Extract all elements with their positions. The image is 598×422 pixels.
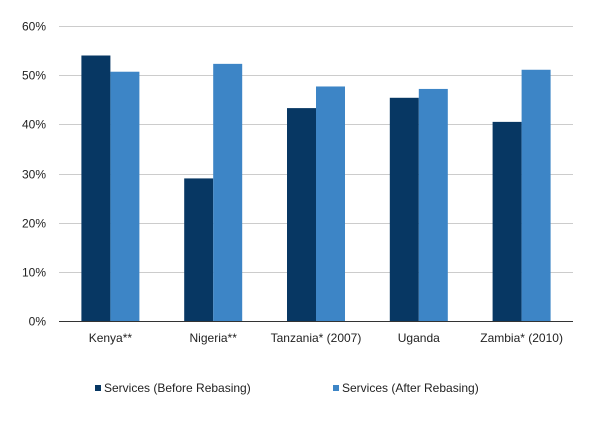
bar-after-rebasing: [521, 69, 551, 321]
y-tick-label: 30%: [22, 168, 46, 182]
bar-before-rebasing: [184, 178, 214, 321]
legend-label: Services (Before Rebasing): [104, 381, 251, 395]
y-tick-label: 60%: [22, 20, 46, 34]
y-tick-label: 10%: [22, 266, 46, 280]
y-tick-label: 40%: [22, 118, 46, 132]
bar-before-rebasing: [389, 97, 419, 322]
legend-swatch: [95, 385, 101, 391]
bar-before-rebasing: [287, 108, 316, 321]
y-tick-label: 20%: [22, 217, 46, 231]
bar-after-rebasing: [316, 86, 345, 321]
x-tick-label: Kenya**: [89, 331, 133, 345]
bar-before-rebasing: [81, 55, 111, 321]
bar-after-rebasing: [213, 63, 243, 321]
y-tick-label: 0%: [29, 315, 47, 329]
legend: Services (Before Rebasing) Services (Afte…: [95, 381, 479, 395]
legend-label: Services (After Rebasing): [342, 381, 479, 395]
x-axis-tick-labels: Kenya** Nigeria** Tanzania* (2007) Uganda Za…: [89, 331, 563, 345]
x-tick-label: Zambia* (2010): [480, 331, 563, 345]
legend-swatch: [333, 385, 339, 391]
y-axis-tick-labels: 0% 10% 20% 30% 40% 50% 60%: [22, 20, 46, 329]
x-tick-label: Uganda: [398, 331, 440, 345]
x-tick-label: Nigeria**: [190, 331, 238, 345]
bar-after-rebasing: [418, 88, 448, 321]
y-tick-label: 50%: [22, 69, 46, 83]
bars: [81, 55, 551, 322]
bar-after-rebasing: [110, 71, 140, 321]
bar-before-rebasing: [492, 121, 522, 321]
x-tick-label: Tanzania* (2007): [271, 331, 362, 345]
